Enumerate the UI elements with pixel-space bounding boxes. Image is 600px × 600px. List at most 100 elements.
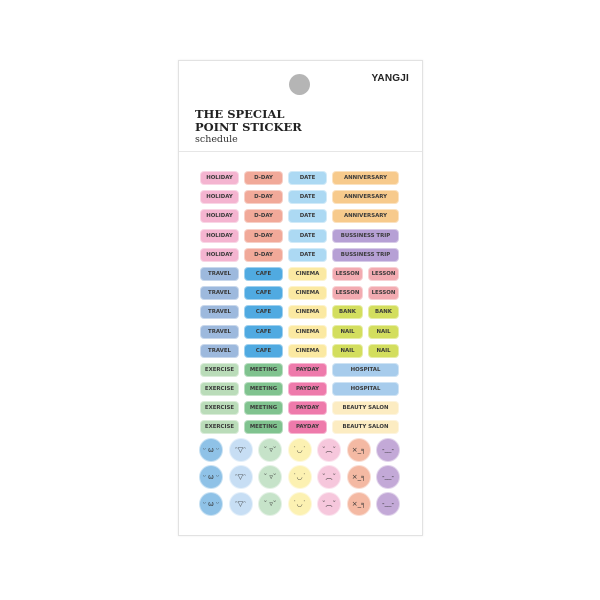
hang-hole [289,74,310,95]
sticker-row: HOLIDAY D-DAY DATE BUSSINESS TRIP [200,228,402,243]
smug-face-icon: ᵕ ω ᵕ [199,492,223,516]
sticker-exercise: EXERCISE [200,420,239,435]
sticker-holiday: HOLIDAY [200,228,239,243]
sticker-nail: NAIL [332,324,363,339]
sticker-travel: TRAVEL [200,305,239,320]
title-line-1: THE SPECIAL [195,107,285,121]
sticker-travel: TRAVEL [200,266,239,281]
grin-tongue-face-icon: ᵔ▽ᵔ [228,492,253,516]
sticker-sheet: YANGJI THE SPECIAL POINT STICKER schedul… [178,60,423,536]
sticker-payday: PAYDAY [288,420,327,435]
tongue-face-icon: ˘ ▿˘ [258,492,282,516]
product-title: THE SPECIAL POINT STICKER [195,108,302,134]
sticker-row: TRAVEL CAFE CINEMA NAIL NAIL [200,343,402,358]
sweat-face-icon: -﹏- [376,492,400,516]
face-row: ᵕ ω ᵕ ᵔ▽ᵔ ˘ ▿˘ ˙◡˙ ˘︵˘ ×_╕ -﹏- [199,492,404,516]
sticker-row: EXERCISE MEETING PAYDAY BEAUTY SALON [200,401,402,416]
sticker-cinema: CINEMA [288,324,327,339]
sticker-cinema: CINEMA [288,266,327,281]
sticker-row: HOLIDAY D-DAY DATE ANNIVERSARY [200,209,402,224]
sticker-meeting: MEETING [244,362,283,377]
face-row: ᵕ ω ᵕ ᵔ▽ᵔ ˘ ▿˘ ˙◡˙ ˘︵˘ ×_╕ -﹏- [199,438,404,462]
sticker-date: DATE [288,190,327,205]
sticker-row: HOLIDAY D-DAY DATE ANNIVERSARY [200,171,402,185]
sticker-travel: TRAVEL [200,343,239,358]
sticker-row: EXERCISE MEETING PAYDAY HOSPITAL [200,382,402,397]
sticker-hospital: HOSPITAL [332,362,399,377]
tongue-face-icon: ˘ ▿˘ [258,438,282,462]
sticker-cafe: CAFE [244,286,283,301]
sticker-date: DATE [288,247,327,262]
annoyed-face-icon: ×_╕ [346,465,371,489]
sticker-exercise: EXERCISE [200,401,239,416]
smile-face-icon: ˙◡˙ [287,465,312,489]
sticker-exercise: EXERCISE [200,382,239,397]
sticker-d-day: D-DAY [244,190,283,205]
sticker-row: TRAVEL CAFE CINEMA BANK BANK [200,305,402,320]
sticker-date: DATE [288,171,327,185]
sticker-bussiness-trip: BUSSINESS TRIP [332,247,399,262]
sticker-payday: PAYDAY [288,401,327,416]
sticker-row: TRAVEL CAFE CINEMA LESSON LESSON [200,266,402,281]
sticker-bussiness-trip: BUSSINESS TRIP [332,228,399,243]
sticker-holiday: HOLIDAY [200,209,239,224]
sticker-anniversary: ANNIVERSARY [332,171,399,185]
sticker-cinema: CINEMA [288,343,327,358]
sticker-row: HOLIDAY D-DAY DATE BUSSINESS TRIP [200,247,402,262]
face-row: ᵕ ω ᵕ ᵔ▽ᵔ ˘ ▿˘ ˙◡˙ ˘︵˘ ×_╕ -﹏- [199,465,404,489]
sad-face-icon: ˘︵˘ [317,465,341,489]
sticker-travel: TRAVEL [200,286,239,301]
sweat-face-icon: -﹏- [376,465,400,489]
brand-logo: YANGJI [371,73,409,84]
sticker-hospital: HOSPITAL [332,382,399,397]
sticker-lesson: LESSON [332,286,363,301]
sticker-date: DATE [288,228,327,243]
smug-face-icon: ᵕ ω ᵕ [199,438,223,462]
sticker-cafe: CAFE [244,324,283,339]
sticker-lesson: LESSON [368,266,399,281]
face-sticker-grid: ᵕ ω ᵕ ᵔ▽ᵔ ˘ ▿˘ ˙◡˙ ˘︵˘ ×_╕ -﹏- ᵕ ω ᵕ ᵔ▽ᵔ ˘ ▿˘ ˙◡˙ ˘… [199,438,404,519]
sticker-beauty-salon: BEAUTY SALON [332,420,399,435]
sticker-payday: PAYDAY [288,382,327,397]
sticker-travel: TRAVEL [200,324,239,339]
sticker-cafe: CAFE [244,343,283,358]
smile-face-icon: ˙◡˙ [287,492,312,516]
sticker-holiday: HOLIDAY [200,190,239,205]
sticker-payday: PAYDAY [288,362,327,377]
sticker-d-day: D-DAY [244,209,283,224]
tongue-face-icon: ˘ ▿˘ [258,465,282,489]
sticker-lesson: LESSON [332,266,363,281]
annoyed-face-icon: ×_╕ [346,492,371,516]
sticker-cafe: CAFE [244,266,283,281]
grin-tongue-face-icon: ᵔ▽ᵔ [228,465,253,489]
sticker-beauty-salon: BEAUTY SALON [332,401,399,416]
annoyed-face-icon: ×_╕ [346,438,371,462]
sticker-row: HOLIDAY D-DAY DATE ANNIVERSARY [200,190,402,205]
product-subtitle: schedule [195,134,238,145]
sticker-row: TRAVEL CAFE CINEMA LESSON LESSON [200,286,402,301]
sticker-bank: BANK [368,305,399,320]
sticker-d-day: D-DAY [244,228,283,243]
sticker-lesson: LESSON [368,286,399,301]
smug-face-icon: ᵕ ω ᵕ [199,465,223,489]
divider [179,151,422,152]
sticker-date: DATE [288,209,327,224]
sticker-meeting: MEETING [244,420,283,435]
sticker-d-day: D-DAY [244,247,283,262]
sticker-row: EXERCISE MEETING PAYDAY HOSPITAL [200,362,402,377]
sad-face-icon: ˘︵˘ [317,492,341,516]
sticker-nail: NAIL [368,343,399,358]
sticker-cinema: CINEMA [288,305,327,320]
sticker-holiday: HOLIDAY [200,171,239,185]
smile-face-icon: ˙◡˙ [287,438,312,462]
sticker-meeting: MEETING [244,382,283,397]
sticker-row: EXERCISE MEETING PAYDAY BEAUTY SALON [200,420,402,435]
sticker-holiday: HOLIDAY [200,247,239,262]
sticker-cinema: CINEMA [288,286,327,301]
sticker-exercise: EXERCISE [200,362,239,377]
sticker-anniversary: ANNIVERSARY [332,190,399,205]
sticker-row: TRAVEL CAFE CINEMA NAIL NAIL [200,324,402,339]
title-line-2: POINT STICKER [195,120,302,134]
sticker-nail: NAIL [368,324,399,339]
sticker-meeting: MEETING [244,401,283,416]
